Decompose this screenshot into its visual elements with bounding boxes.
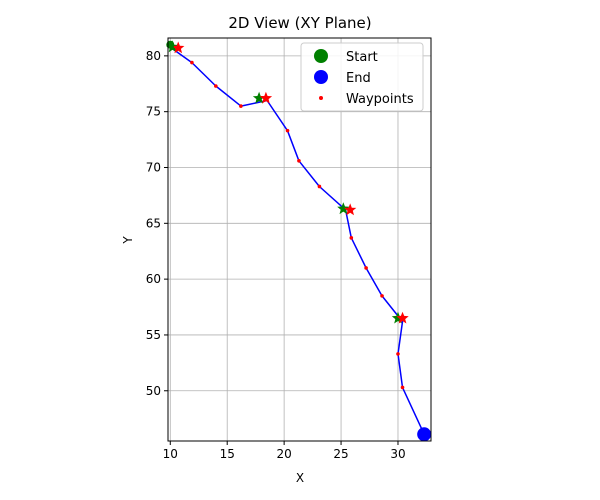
waypoint-dot [349, 236, 354, 240]
legend: Start End Waypoints [300, 42, 424, 112]
waypoint-dot [380, 294, 384, 298]
green-star-marker [391, 311, 405, 324]
waypoint-dot [400, 385, 405, 390]
x-axis-label: X [296, 471, 304, 485]
legend-end-marker [314, 70, 328, 84]
waypoint-dot [214, 84, 218, 88]
legend-start-label: Start [346, 50, 378, 65]
chart-title: 2D View (XY Plane) [228, 14, 371, 32]
waypoint-dot [239, 104, 243, 108]
y-tick-label: 50 [146, 384, 161, 398]
start-marker [166, 40, 175, 49]
waypoint-dot [190, 60, 194, 65]
waypoint-dot [364, 266, 368, 270]
green-star-marker [252, 91, 266, 104]
red-star-marker [172, 41, 185, 54]
x-tick-label: 10 [163, 447, 178, 461]
legend-frame [300, 42, 424, 112]
tick-layer: 10 15 20 25 30 50 55 60 65 70 75 80 [146, 49, 406, 461]
y-tick-label: 70 [146, 160, 161, 174]
y-axis-label: Y [121, 236, 135, 245]
legend-start-marker [314, 49, 328, 63]
legend-waypoints-marker [319, 96, 323, 100]
path-layer [170, 47, 425, 435]
x-tick-label: 30 [390, 447, 405, 461]
end-marker [417, 427, 432, 442]
legend-waypoints-label: Waypoints [346, 92, 414, 107]
marker-layer [166, 40, 432, 442]
red-star-marker [396, 311, 409, 324]
red-star-marker [259, 91, 273, 104]
y-tick-label: 75 [146, 105, 161, 119]
waypoint-dot [297, 158, 301, 163]
trajectory-line [170, 47, 425, 435]
red-star-marker [344, 203, 357, 216]
x-tick-label: 20 [276, 447, 291, 461]
y-tick-label: 80 [146, 49, 161, 63]
y-tick-label: 60 [146, 272, 161, 286]
plot-frame [167, 37, 432, 442]
waypoint-dot [396, 352, 400, 356]
legend-end-label: End [346, 71, 371, 86]
x-tick-label: 25 [333, 447, 348, 461]
y-tick-label: 65 [146, 216, 161, 230]
y-tick-label: 55 [146, 328, 161, 342]
waypoint-dot [317, 184, 322, 189]
x-tick-label: 15 [220, 447, 235, 461]
waypoint-dot [285, 128, 290, 133]
green-star-marker [337, 202, 350, 215]
